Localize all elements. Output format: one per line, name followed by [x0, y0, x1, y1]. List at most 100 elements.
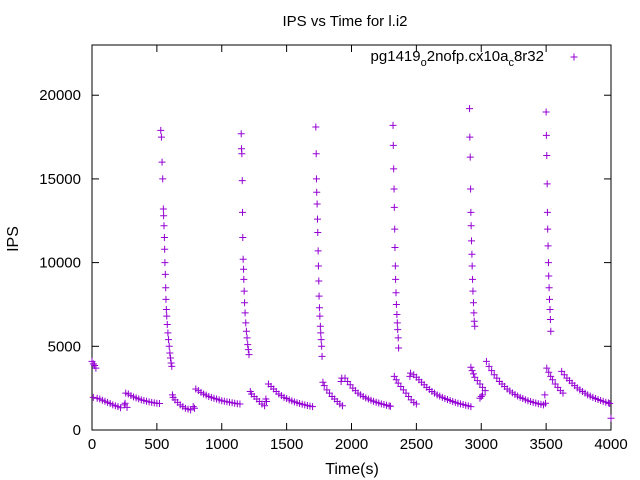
data-point	[155, 400, 163, 408]
x-axis-label: Time(s)	[325, 461, 379, 478]
data-point	[167, 359, 175, 367]
y-tick-labels: 0 5000 10000 15000 20000	[39, 87, 81, 439]
data-point	[468, 237, 476, 245]
data-point	[161, 259, 169, 267]
data-point	[239, 255, 247, 263]
data-point	[469, 299, 477, 307]
data-point	[315, 292, 323, 300]
data-point	[606, 400, 614, 408]
data-point	[166, 349, 174, 357]
x-tick-labels: 0 500 1000 1500 2000 2500 3000 3500 4000	[88, 436, 628, 453]
tick-marks	[91, 45, 612, 431]
x-tick-label: 4000	[594, 436, 627, 453]
data-point	[479, 391, 487, 399]
data-point	[406, 372, 414, 380]
data-point	[191, 404, 199, 412]
data-point	[542, 108, 550, 116]
data-point	[386, 402, 394, 410]
data-point	[161, 245, 169, 253]
data-point	[316, 322, 324, 330]
data-point	[466, 133, 474, 141]
data-point	[546, 305, 554, 313]
data-point	[394, 334, 402, 342]
data-points	[88, 105, 615, 422]
data-point	[467, 208, 475, 216]
data-point	[238, 150, 246, 158]
data-point	[481, 387, 489, 395]
data-point	[123, 403, 131, 411]
data-point	[389, 141, 397, 149]
data-point	[240, 265, 248, 273]
data-point	[236, 400, 244, 408]
data-point	[237, 130, 245, 138]
data-point	[315, 277, 323, 285]
data-point	[313, 188, 321, 196]
data-point	[162, 295, 170, 303]
data-point	[545, 368, 553, 376]
data-point	[544, 242, 552, 250]
data-point	[392, 289, 400, 297]
y-tick-label: 20000	[39, 87, 81, 104]
data-point	[158, 158, 166, 166]
data-point	[163, 321, 171, 329]
data-point	[314, 228, 322, 236]
x-tick-label: 1500	[270, 436, 303, 453]
data-point	[160, 222, 168, 230]
data-point	[157, 133, 165, 141]
data-point	[314, 247, 322, 255]
data-point	[318, 342, 326, 350]
data-point	[468, 250, 476, 258]
data-point	[394, 326, 402, 334]
data-point	[544, 225, 552, 233]
data-point	[319, 378, 327, 386]
data-point	[165, 336, 173, 344]
data-point	[541, 399, 549, 407]
data-point	[390, 165, 398, 173]
data-point	[309, 403, 317, 411]
data-point	[313, 200, 321, 208]
data-point	[468, 367, 476, 375]
data-point	[546, 316, 554, 324]
legend-subscript: c	[508, 57, 514, 69]
data-point	[467, 363, 475, 371]
data-point	[244, 341, 252, 349]
data-point	[604, 399, 612, 407]
data-point	[238, 177, 246, 185]
data-point	[239, 234, 247, 241]
legend-series-label: pg1419o2nofp.cx10ac8r32	[371, 48, 544, 69]
data-point	[159, 175, 167, 183]
data-point	[469, 287, 477, 295]
data-point	[469, 275, 477, 283]
legend: pg1419o2nofp.cx10ac8r32	[371, 48, 578, 69]
x-tick-label: 2500	[400, 436, 433, 453]
data-point	[245, 351, 253, 359]
y-tick-label: 0	[73, 422, 81, 439]
data-point	[467, 222, 475, 230]
data-point	[240, 287, 248, 295]
data-point	[391, 244, 399, 252]
data-point	[543, 208, 551, 216]
data-point	[163, 312, 171, 320]
data-point	[320, 382, 328, 390]
data-point	[89, 393, 97, 401]
data-point	[261, 402, 269, 410]
chart-title: IPS vs Time for l.i2	[282, 13, 407, 30]
data-point	[312, 123, 320, 131]
legend-marker-icon	[570, 53, 578, 61]
x-tick-label: 0	[88, 436, 96, 453]
legend-text-part: pg1419	[371, 48, 421, 65]
data-point	[244, 346, 252, 354]
data-point	[241, 299, 249, 307]
data-point	[318, 352, 326, 360]
data-point	[392, 300, 400, 308]
y-tick-label: 5000	[48, 338, 81, 355]
data-point	[545, 284, 553, 292]
data-point	[242, 327, 250, 335]
data-point	[164, 329, 172, 337]
data-point	[165, 342, 173, 350]
data-point	[390, 203, 398, 211]
data-point	[543, 151, 551, 159]
data-point	[544, 259, 552, 267]
data-point	[607, 414, 615, 422]
